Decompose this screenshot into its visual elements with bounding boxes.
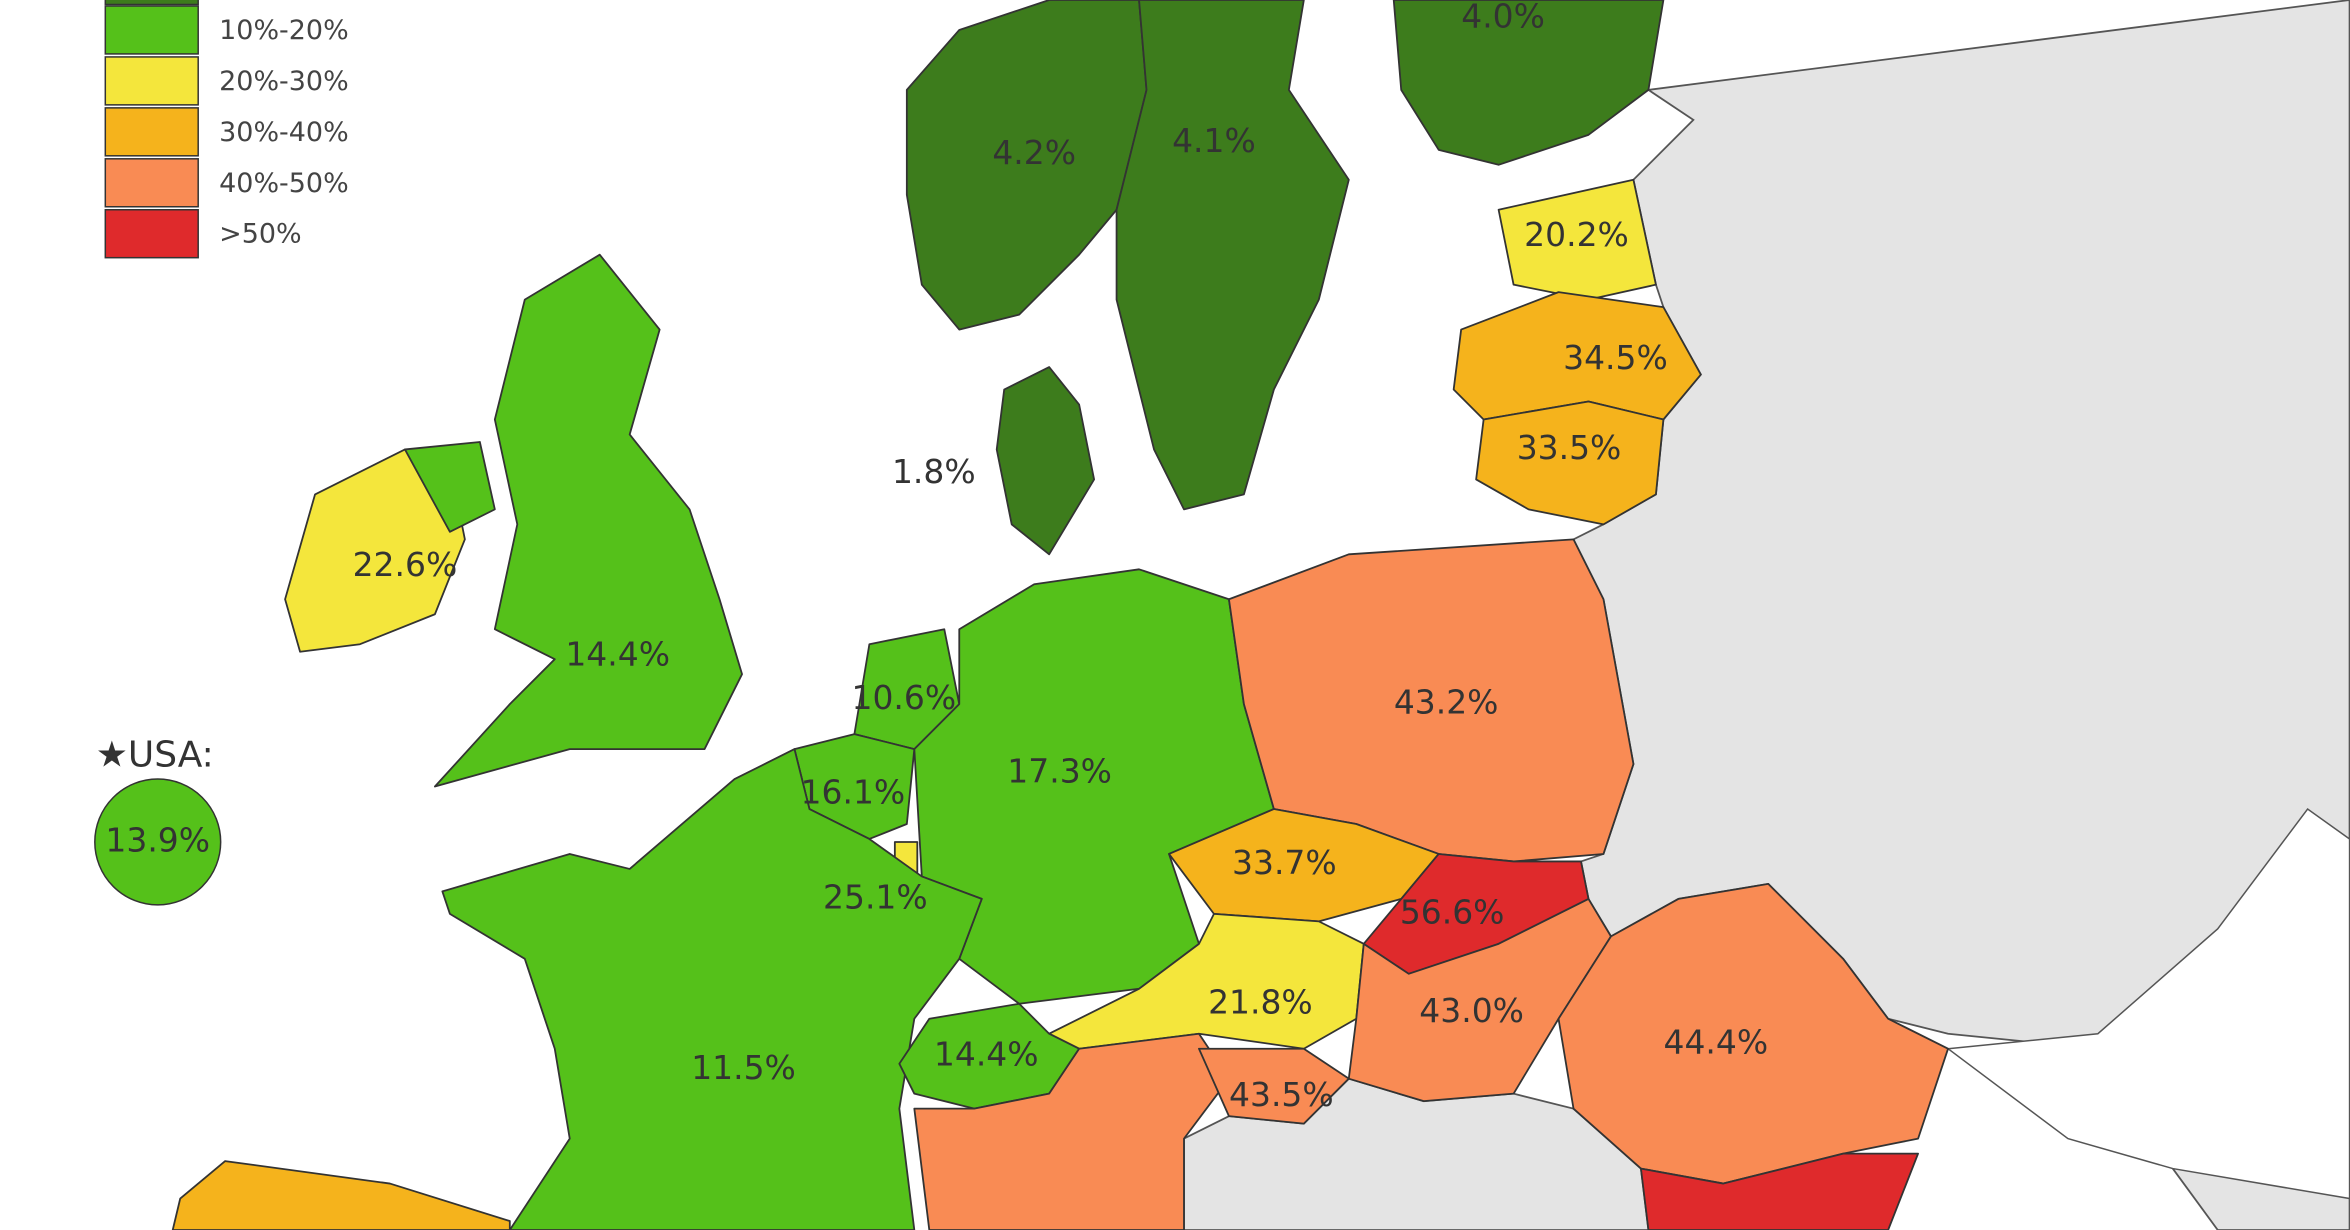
usa-label: ★USA:	[96, 735, 214, 776]
region-label: 22.6%	[353, 545, 458, 584]
legend-label: 20%-30%	[219, 66, 349, 97]
bulgaria	[1640, 1152, 1919, 1230]
sweden	[1115, 0, 1350, 511]
lithuania	[1475, 400, 1665, 526]
northern-ireland	[404, 441, 496, 533]
denmark	[995, 366, 1095, 556]
united-kingdom	[434, 253, 743, 788]
spain	[171, 1160, 511, 1230]
legend-swatch	[104, 5, 199, 55]
region-labels: 4.0% 4.2% 4.1% 20.2% 34.5% 33.5% 1.8% 22.6% 14.4…	[353, 0, 1769, 1114]
region-label: 21.8%	[1208, 982, 1313, 1021]
legend-label: >50%	[219, 219, 302, 250]
region-label: 34.5%	[1563, 338, 1668, 377]
region-label: 43.2%	[1394, 683, 1499, 722]
norway	[905, 0, 1148, 331]
region-label: 17.3%	[1007, 752, 1112, 791]
region-label: 14.4%	[934, 1035, 1039, 1074]
region-label: 33.7%	[1232, 843, 1337, 882]
usa-value: 13.9%	[105, 820, 210, 859]
legend-label: 10%-20%	[219, 15, 349, 46]
region-label: 14.4%	[565, 635, 670, 674]
france	[441, 748, 983, 1230]
legend-label: 40%-50%	[219, 168, 349, 199]
countries	[171, 0, 2350, 1230]
region-label: 1.8%	[892, 452, 976, 491]
slovenia	[1198, 1047, 1350, 1125]
usa-marker	[94, 778, 222, 906]
legend-label: 30%-40%	[219, 117, 349, 148]
region-label: 16.1%	[801, 773, 906, 812]
region-label: 25.1%	[823, 877, 928, 916]
estonia	[1497, 178, 1657, 301]
ireland	[284, 448, 466, 653]
legend-swatch	[104, 0, 199, 6]
region-label: 11.5%	[691, 1048, 796, 1087]
finland	[1392, 0, 1665, 166]
legend: 10%-20% 20%-30% 30%-40% 40%-50% >50%	[104, 5, 349, 259]
region-label: 43.5%	[1229, 1075, 1334, 1114]
legend-swatch	[104, 158, 199, 208]
legend-swatch	[104, 56, 199, 106]
region-label: 44.4%	[1664, 1023, 1769, 1062]
legend-swatch	[104, 107, 199, 157]
region-label: 20.2%	[1524, 215, 1629, 254]
poland	[1228, 538, 1635, 863]
region-label: 4.1%	[1172, 121, 1256, 160]
region-label: 4.2%	[992, 133, 1076, 172]
legend-swatch	[104, 208, 199, 259]
region-label: 43.0%	[1419, 991, 1524, 1030]
region-label: 4.0%	[1461, 0, 1545, 35]
region-label: 33.5%	[1517, 428, 1622, 467]
region-label: 56.6%	[1400, 892, 1505, 931]
region-label: 10.6%	[852, 678, 957, 717]
